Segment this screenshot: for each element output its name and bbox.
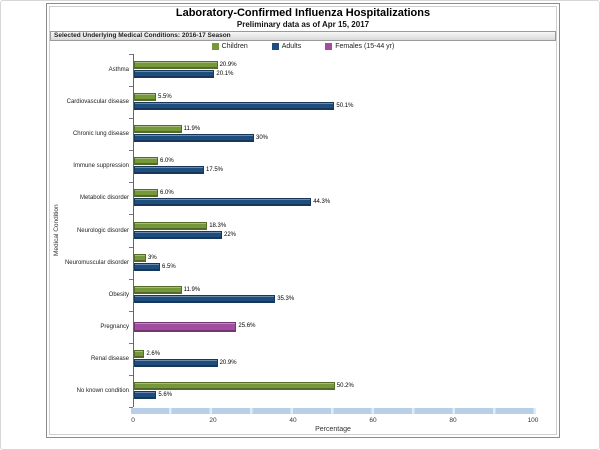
legend-label: Adults (281, 43, 302, 50)
category-label: Obesity (108, 291, 129, 298)
legend-swatch-icon (325, 43, 333, 50)
bar-value-label: 20.9% (219, 359, 237, 366)
y-axis-tick (129, 214, 133, 216)
y-axis-tick (129, 310, 133, 312)
y-axis-tick (129, 150, 133, 152)
bar-adults (134, 230, 222, 239)
bar-value-label: 6.5% (162, 263, 176, 270)
x-tick-label: 20 (209, 417, 217, 424)
category-label: Cardiovascular disease (66, 99, 129, 106)
y-axis-tick (129, 278, 133, 280)
legend-label: Females (15-44 yr) (335, 43, 395, 50)
category-label: Asthma (108, 67, 129, 74)
bar-children (134, 93, 156, 102)
bar-children (134, 61, 218, 70)
y-axis-tick (129, 374, 133, 376)
x-tick-label: 80 (449, 417, 457, 424)
bar-adults (134, 390, 157, 399)
bar-value-label: 5.5% (158, 94, 172, 101)
bar-children (134, 381, 335, 390)
category-label: Immune suppression (73, 163, 129, 170)
bar-value-label: 22% (224, 231, 237, 238)
bar-females (134, 321, 237, 332)
panel-header: Selected Underlying Medical Conditions: … (50, 31, 556, 41)
y-axis-tick (129, 182, 133, 184)
chart-subtitle: Preliminary data as of Apr 15, 2017 (236, 20, 370, 29)
bar-children (134, 221, 208, 230)
chart-frame: Laboratory-Confirmed Influenza Hospitali… (46, 3, 560, 438)
x-tick-label: 60 (369, 417, 377, 424)
x-axis-label: Percentage (315, 426, 351, 433)
y-axis-tick (129, 246, 133, 248)
category-label: Chronic lung disease (72, 131, 129, 138)
x-tick-label: 40 (289, 417, 297, 424)
bar-value-label: 50.1% (336, 103, 354, 110)
category-label: No known condition (76, 387, 129, 394)
bar-value-label: 20.9% (219, 62, 237, 69)
category-label: Neuromuscular disorder (64, 259, 129, 266)
y-axis-tick (129, 54, 133, 55)
category-label: Renal disease (90, 355, 129, 362)
bar-adults (134, 102, 335, 111)
bar-children (134, 125, 182, 134)
bar-children (134, 157, 158, 166)
bar-value-label: 18.3% (209, 222, 227, 229)
plot-area: 20.9% 20.1% 5.5% 50.1% 11.9% 30% 6.0% 17.5% 6.0%… (133, 54, 534, 407)
legend: Children Adults Females (15-44 yr) (47, 42, 559, 51)
bar-value-label: 30% (256, 135, 269, 142)
x-tick-label: 100 (527, 417, 539, 424)
bar-adults (134, 70, 215, 79)
legend-swatch-icon (271, 43, 279, 50)
bar-children (134, 253, 146, 262)
bar-value-label: 20.1% (216, 71, 234, 78)
bar-value-label: 35.3% (277, 295, 295, 302)
legend-item: Females (15-44 yr) (325, 43, 394, 50)
bar-children (134, 285, 182, 294)
chart-title: Laboratory-Confirmed Influenza Hospitali… (175, 7, 431, 19)
category-label: Pregnancy (100, 323, 129, 330)
bar-adults (134, 166, 204, 175)
bar-value-label: 11.9% (183, 286, 201, 293)
bar-adults (134, 358, 218, 367)
bar-adults (134, 294, 276, 303)
category-label: Metabolic disorder (79, 195, 129, 202)
bar-children (134, 189, 158, 198)
legend-item: Adults (271, 43, 302, 50)
y-axis-tick (129, 342, 133, 344)
bar-value-label: 44.3% (313, 199, 331, 206)
chart-scrollbar[interactable] (131, 408, 536, 414)
bar-value-label: 6.0% (160, 190, 174, 197)
bar-children (134, 349, 145, 358)
bar-value-label: 2.6% (146, 350, 161, 357)
bar-adults (134, 262, 160, 271)
y-axis-tick (129, 118, 133, 120)
legend-swatch-icon (211, 43, 219, 50)
bar-value-label: 3% (148, 254, 157, 261)
legend-item: Children (211, 43, 248, 50)
y-axis-tick (129, 407, 133, 408)
y-axis-tick (129, 86, 133, 88)
x-tick-label: 0 (131, 417, 135, 424)
bar-value-label: 25.6% (238, 322, 256, 329)
legend-label: Children (221, 43, 248, 50)
category-label: Neurologic disorder (76, 227, 129, 234)
bar-adults (134, 134, 254, 143)
bar-value-label: 5.6% (158, 391, 173, 398)
bar-value-label: 50.2% (336, 382, 354, 389)
bar-value-label: 6.0% (160, 158, 174, 165)
bar-adults (134, 198, 312, 207)
bar-value-label: 17.5% (206, 167, 224, 174)
bar-value-label: 11.9% (183, 126, 201, 133)
